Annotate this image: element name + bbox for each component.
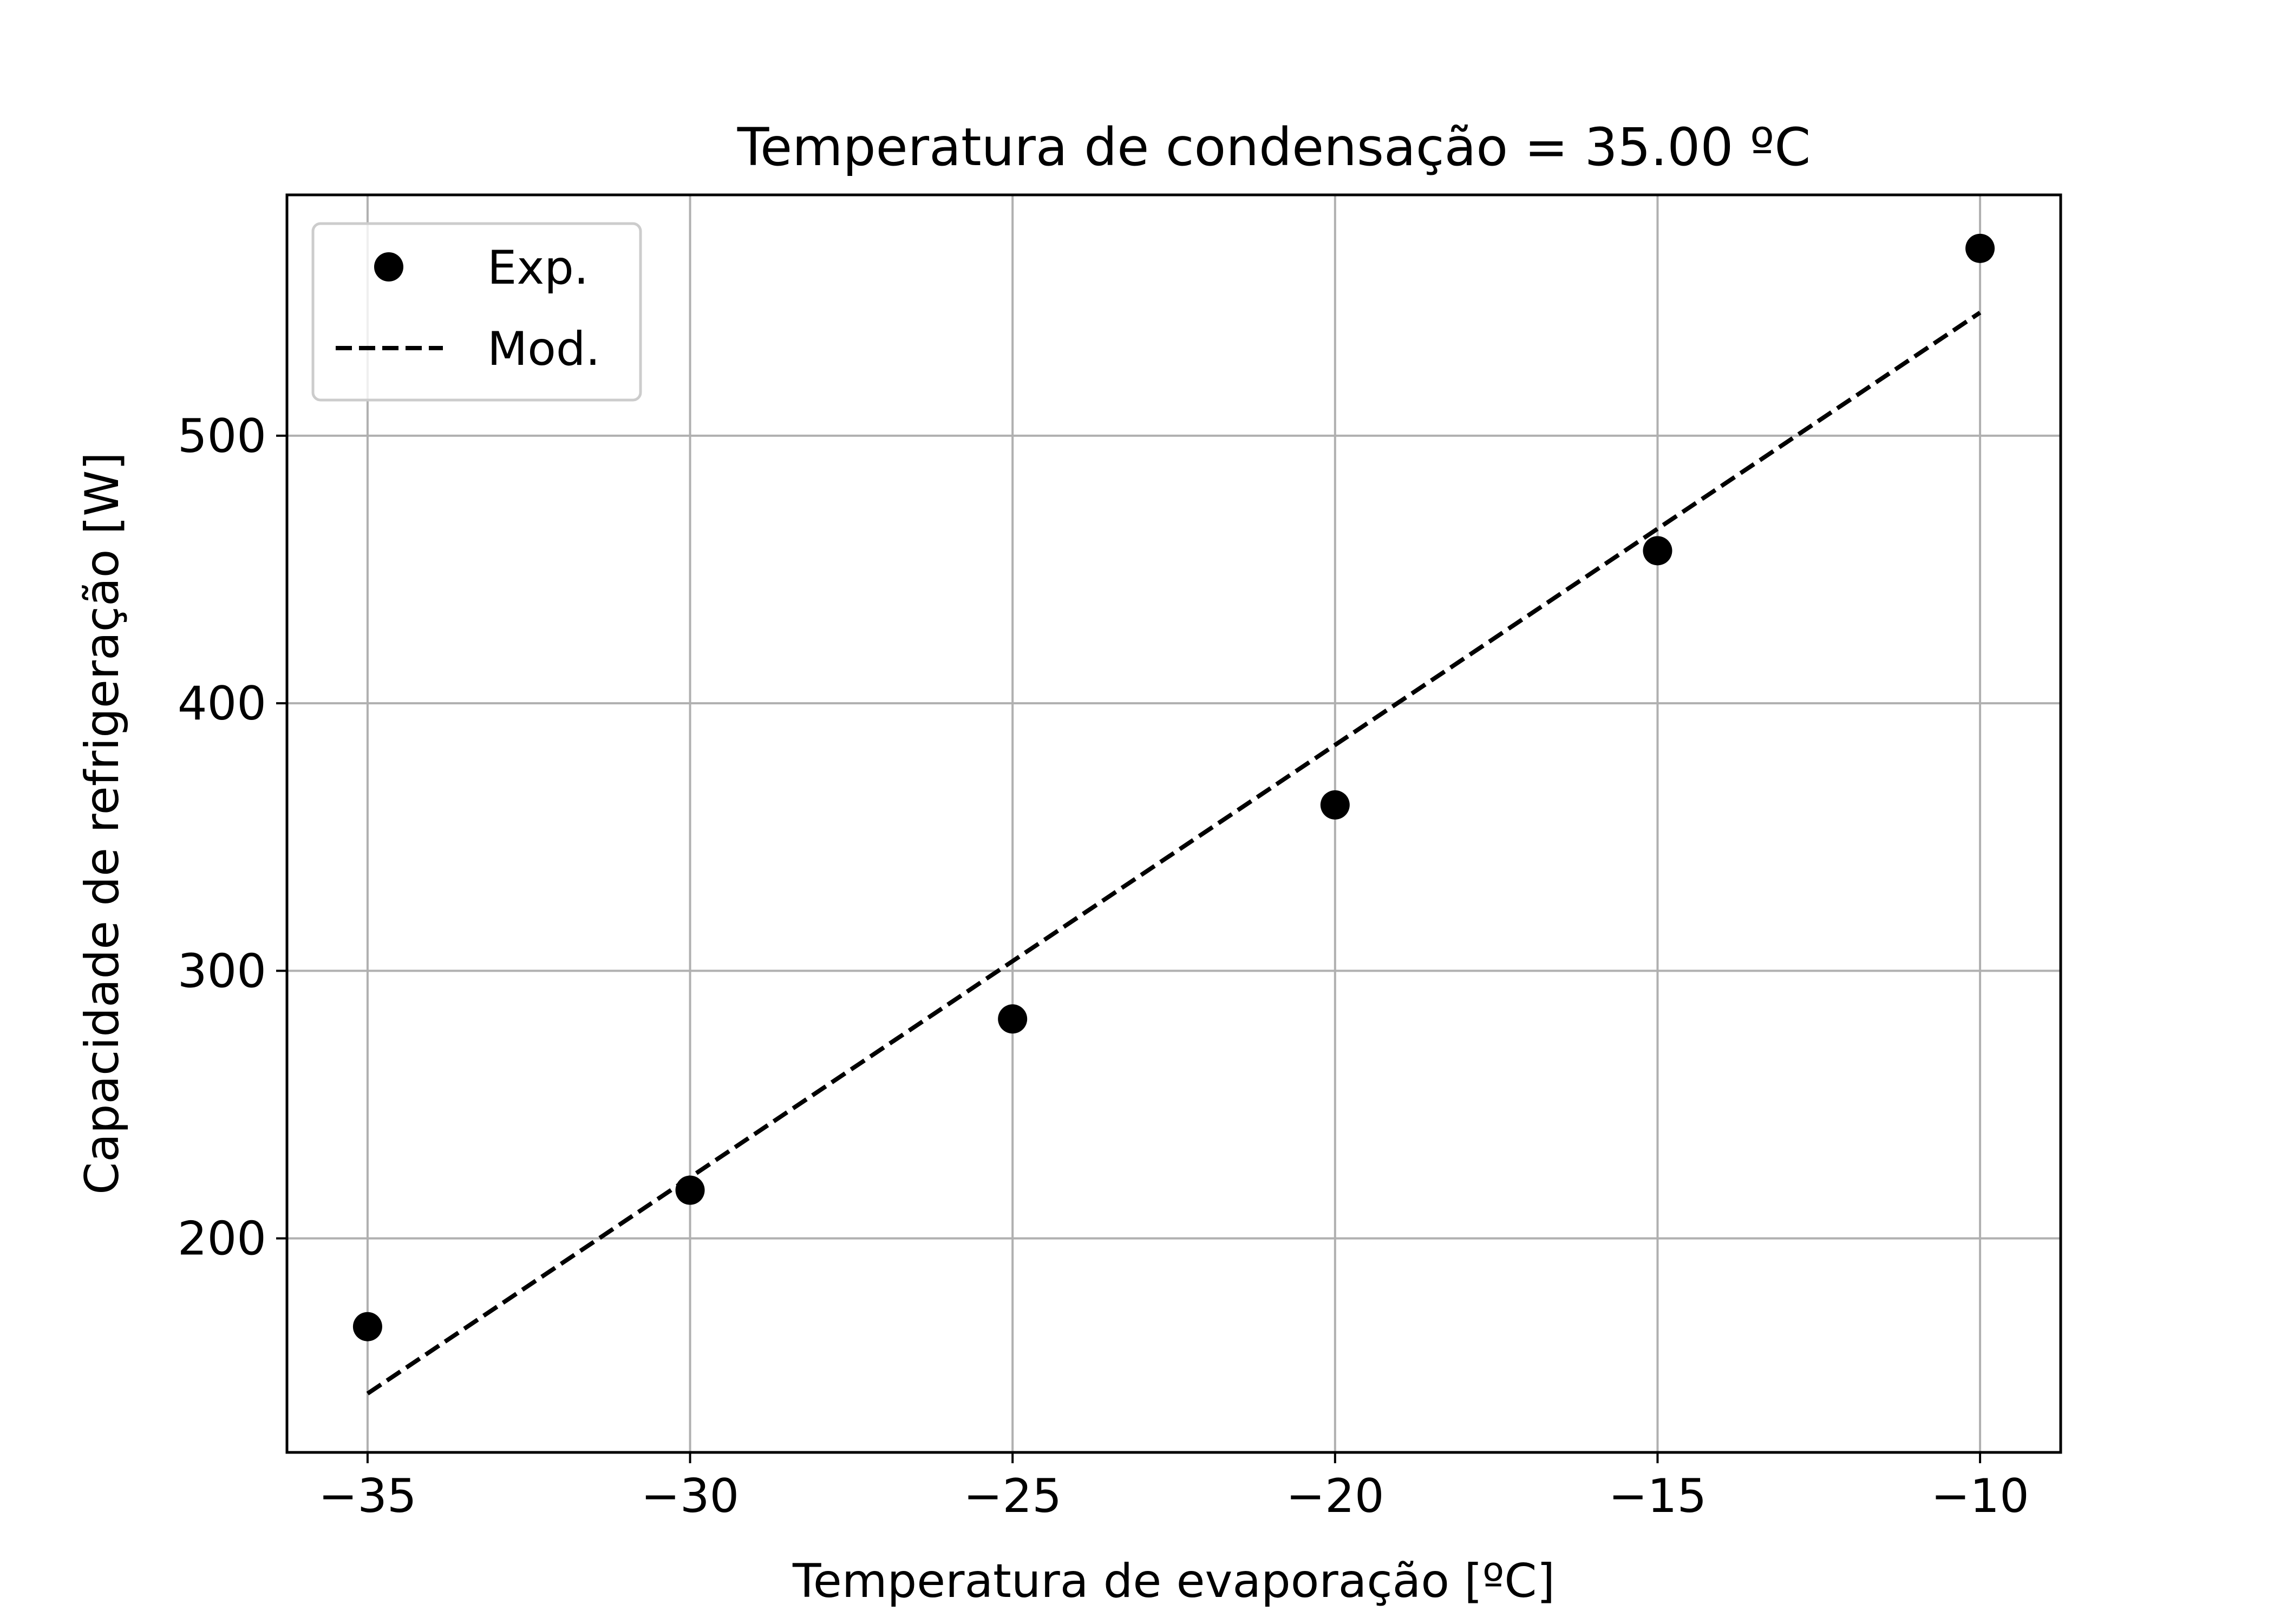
- y-axis-ticks: 200 300 400 500: [178, 409, 287, 1266]
- data-point: [1965, 233, 1995, 263]
- grid: [287, 195, 2061, 1452]
- x-axis-ticks: −35 −30 −25 −20 −15 −10: [318, 1452, 2029, 1523]
- x-tick-label: −30: [641, 1469, 740, 1523]
- legend: Exp. Mod.: [311, 222, 642, 402]
- x-tick-label: −35: [318, 1469, 417, 1523]
- y-tick-label: 500: [178, 409, 266, 463]
- data-point: [1643, 536, 1672, 566]
- chart-title: Temperatura de condensação = 35.00 ºC: [737, 117, 1811, 178]
- y-tick-label: 200: [178, 1212, 266, 1266]
- y-tick-label: 400: [178, 677, 266, 731]
- data-point: [1320, 790, 1350, 820]
- data-point: [998, 1004, 1028, 1034]
- plot-frame: [285, 193, 2062, 1454]
- x-axis-label: Temperatura de evaporação [ºC]: [792, 1554, 1555, 1608]
- model-series: [366, 311, 1982, 1396]
- x-tick-label: −25: [963, 1469, 1062, 1523]
- data-point: [675, 1175, 705, 1205]
- y-tick-label: 300: [178, 944, 266, 998]
- x-tick-label: −10: [1931, 1469, 2029, 1523]
- data-point: [352, 1312, 382, 1341]
- x-tick-label: −15: [1609, 1469, 1707, 1523]
- model-line: [366, 311, 1982, 1396]
- y-axis-label: Capacidade de refrigeração [W]: [75, 452, 129, 1195]
- legend-label-mod: Mod.: [487, 322, 600, 376]
- legend-marker-exp: [374, 252, 403, 281]
- x-tick-label: −20: [1286, 1469, 1384, 1523]
- experimental-series: [352, 233, 1995, 1341]
- legend-label-exp: Exp.: [487, 241, 589, 295]
